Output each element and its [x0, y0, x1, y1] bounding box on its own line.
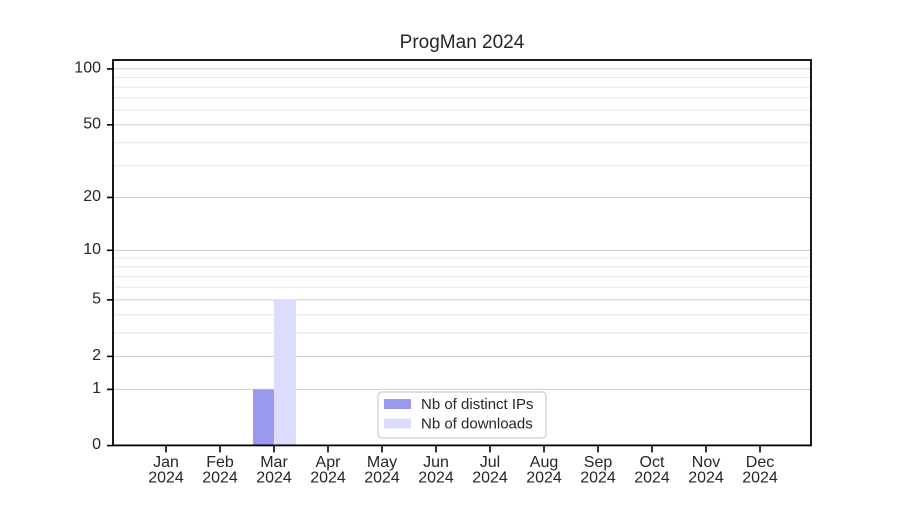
svg-text:2024: 2024 [742, 469, 778, 486]
svg-text:100: 100 [74, 59, 101, 76]
svg-text:Dec: Dec [746, 454, 774, 471]
svg-text:5: 5 [92, 290, 101, 307]
svg-text:Feb: Feb [206, 454, 234, 471]
svg-text:2024: 2024 [310, 469, 346, 486]
svg-text:Nov: Nov [692, 454, 720, 471]
svg-text:Sep: Sep [584, 454, 613, 471]
svg-text:2: 2 [92, 347, 101, 364]
svg-text:2024: 2024 [526, 469, 562, 486]
svg-text:May: May [367, 454, 397, 471]
svg-text:Apr: Apr [316, 454, 342, 471]
svg-text:2024: 2024 [148, 469, 184, 486]
svg-text:2024: 2024 [472, 469, 508, 486]
svg-text:50: 50 [83, 115, 101, 132]
svg-text:2024: 2024 [580, 469, 616, 486]
svg-text:Jun: Jun [423, 454, 449, 471]
svg-text:1: 1 [92, 380, 101, 397]
svg-text:Jan: Jan [153, 454, 179, 471]
svg-text:Oct: Oct [640, 454, 665, 471]
svg-text:2024: 2024 [418, 469, 454, 486]
svg-text:10: 10 [83, 241, 101, 258]
svg-text:2024: 2024 [634, 469, 670, 486]
svg-text:2024: 2024 [364, 469, 400, 486]
svg-text:0: 0 [92, 436, 101, 453]
svg-text:Nb of distinct IPs: Nb of distinct IPs [421, 396, 534, 413]
svg-text:Aug: Aug [530, 454, 558, 471]
svg-text:ProgMan 2024: ProgMan 2024 [400, 32, 525, 53]
svg-text:2024: 2024 [688, 469, 724, 486]
svg-text:Nb of downloads: Nb of downloads [421, 416, 533, 433]
svg-text:2024: 2024 [202, 469, 238, 486]
svg-text:Jul: Jul [480, 454, 500, 471]
svg-text:Mar: Mar [260, 454, 288, 471]
svg-text:2024: 2024 [256, 469, 292, 486]
svg-text:20: 20 [83, 188, 101, 205]
